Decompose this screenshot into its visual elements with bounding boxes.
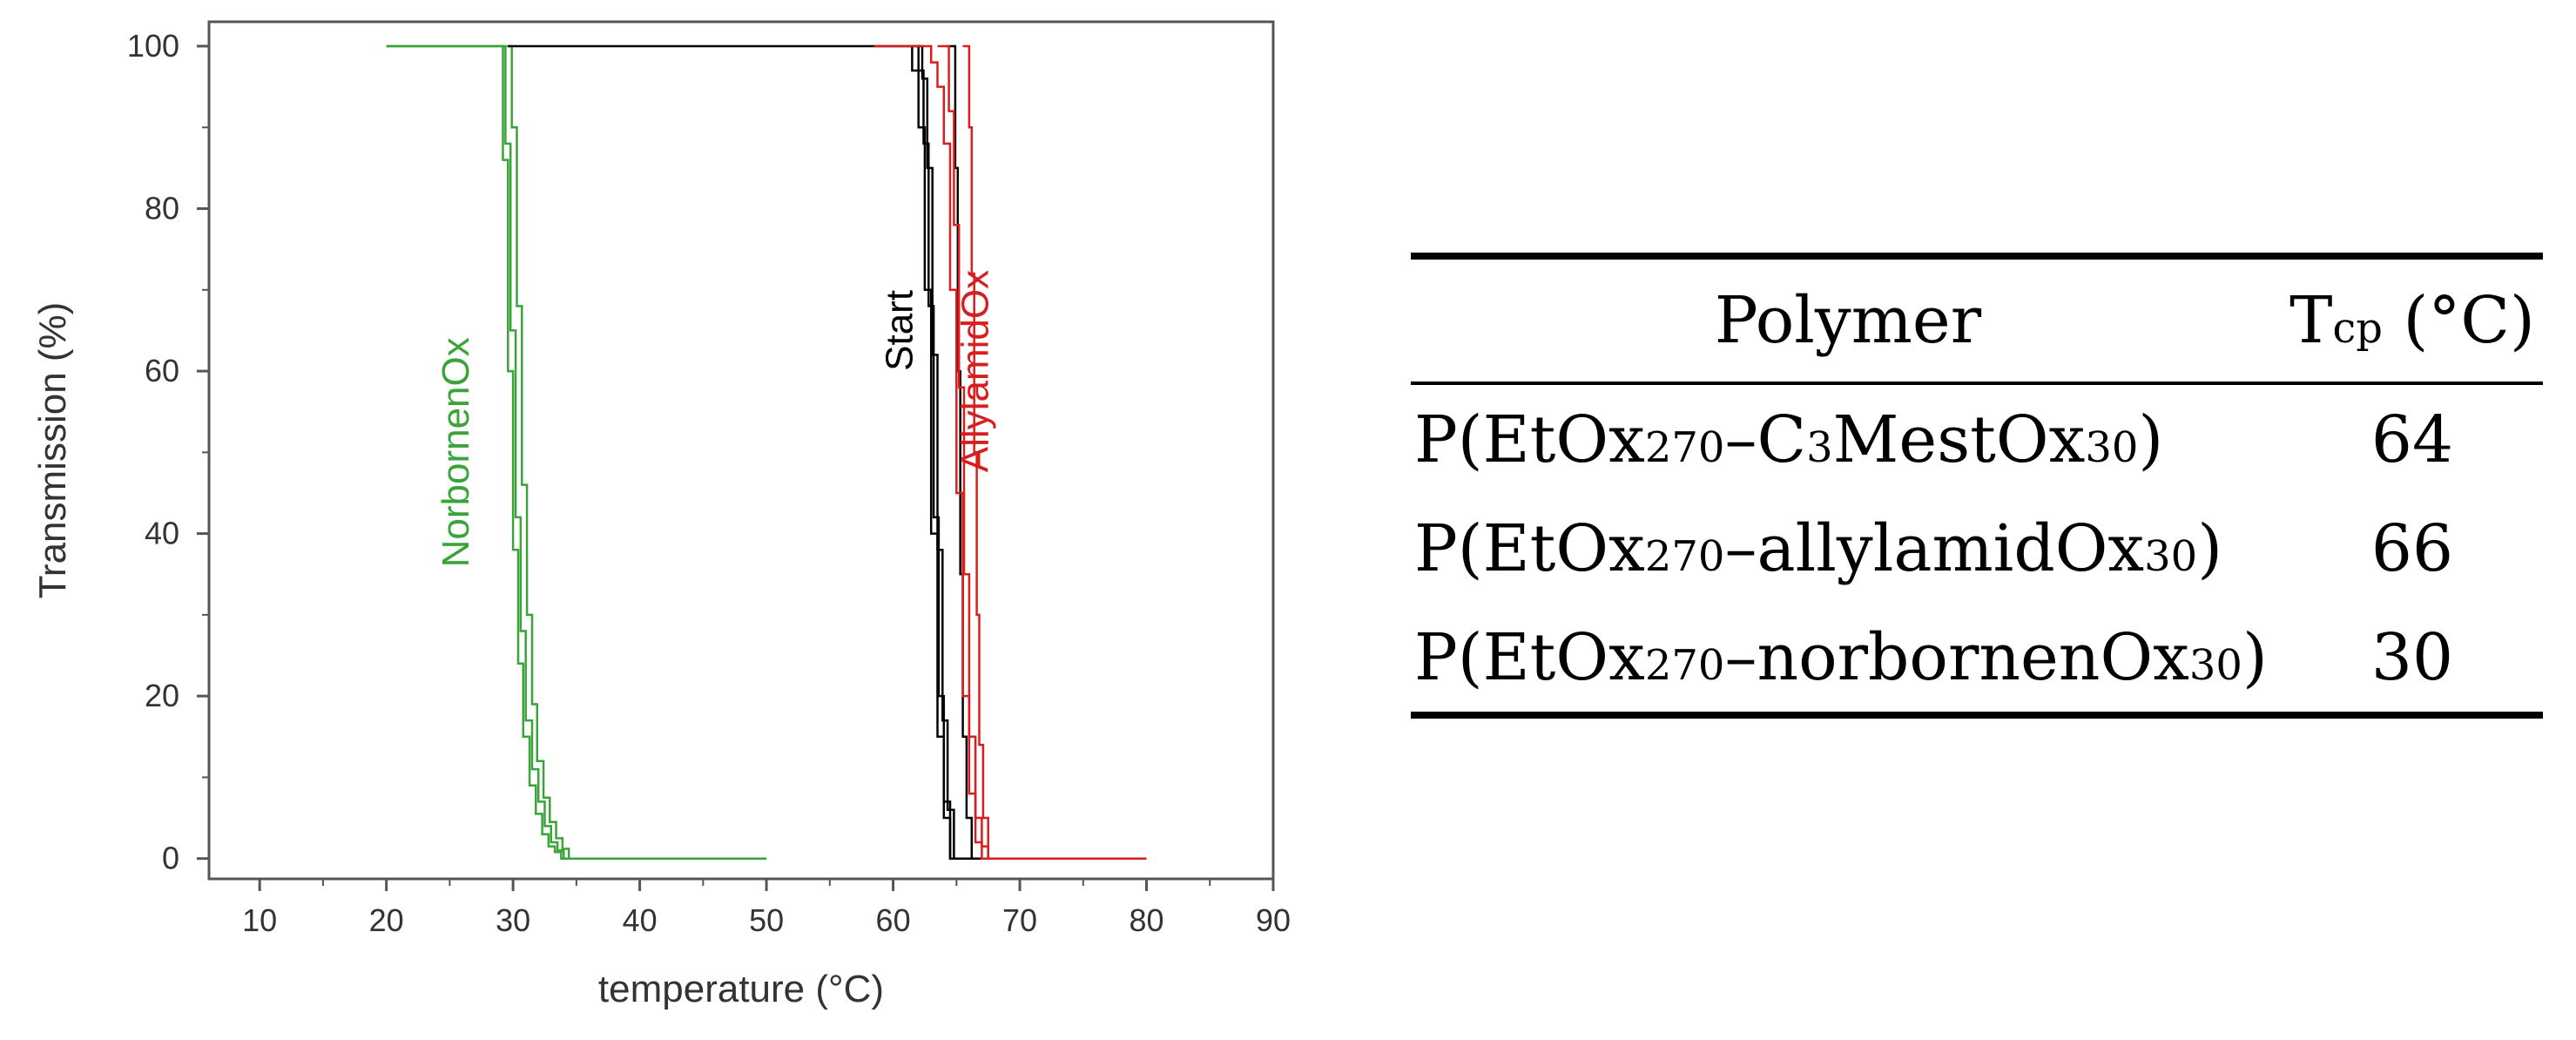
y-tick-label: 40	[145, 516, 179, 551]
x-tick-label: 40	[623, 902, 657, 938]
y-tick-label: 100	[127, 28, 179, 64]
x-tick-label: 80	[1130, 902, 1164, 938]
x-axis-label: temperature (°C)	[598, 968, 884, 1010]
polymer-cell: P(EtOx270–norbornenOx30)	[1414, 619, 2268, 695]
series-line	[386, 44, 767, 860]
series-line	[915, 44, 1147, 860]
table-row: P(EtOx270–norbornenOx30) 30	[1411, 603, 2543, 715]
plot-frame	[207, 20, 1275, 881]
x-tick-label: 60	[876, 902, 911, 938]
series-line	[508, 44, 1147, 860]
x-tick-label: 20	[369, 902, 404, 938]
table-header-row: Polymer Tcp (°C)	[1411, 256, 2543, 383]
x-tick-label: 70	[1002, 902, 1037, 938]
y-tick-label: 60	[145, 353, 179, 388]
table-row: P(EtOx270–allylamidOx30) 66	[1411, 494, 2543, 603]
tcp-cell: 30	[2370, 619, 2454, 695]
x-tick-label: 50	[749, 902, 784, 938]
axis-ticks: 10 20 30 40 50 60 70 80 90 0 20 40 60 80 100	[127, 28, 1291, 938]
curve-annotation: AllylamidOx	[954, 270, 997, 472]
curve-annotation: Start	[878, 290, 920, 371]
series-line	[962, 44, 1147, 860]
x-tick-label: 90	[1256, 902, 1291, 938]
cloud-point-table: Polymer Tcp (°C) P(EtOx270–C3MestOx30) 6…	[1411, 253, 2543, 719]
tcp-cell: 64	[2370, 402, 2454, 477]
header-tcp: Tcp (°C)	[2289, 283, 2535, 358]
series-line	[946, 44, 1147, 860]
series-lines	[386, 44, 1147, 860]
cloud-point-chart: 10 20 30 40 50 60 70 80 90 0 20 40 60 80 100 Norbornen…	[31, 20, 1291, 1010]
polymer-cell: P(EtOx270–allylamidOx30)	[1414, 510, 2223, 586]
curve-annotation: NorbornenOx	[435, 337, 477, 567]
series-line	[506, 44, 767, 860]
y-tick-label: 0	[162, 841, 179, 876]
header-polymer: Polymer	[1714, 283, 1982, 358]
y-axis-label: Transmission (%)	[31, 302, 74, 599]
y-tick-label: 80	[145, 191, 179, 226]
tcp-cell: 66	[2370, 510, 2454, 586]
series-line	[386, 44, 767, 860]
y-tick-label: 20	[145, 678, 179, 713]
series-line	[873, 44, 1147, 860]
series-line	[937, 44, 1147, 860]
polymer-cell: P(EtOx270–C3MestOx30)	[1414, 402, 2164, 477]
x-tick-label: 10	[242, 902, 277, 938]
table-row: P(EtOx270–C3MestOx30) 64	[1411, 383, 2543, 494]
curve-annotations: NorbornenOx Start AllylamidOx	[435, 270, 996, 567]
x-tick-label: 30	[496, 902, 530, 938]
